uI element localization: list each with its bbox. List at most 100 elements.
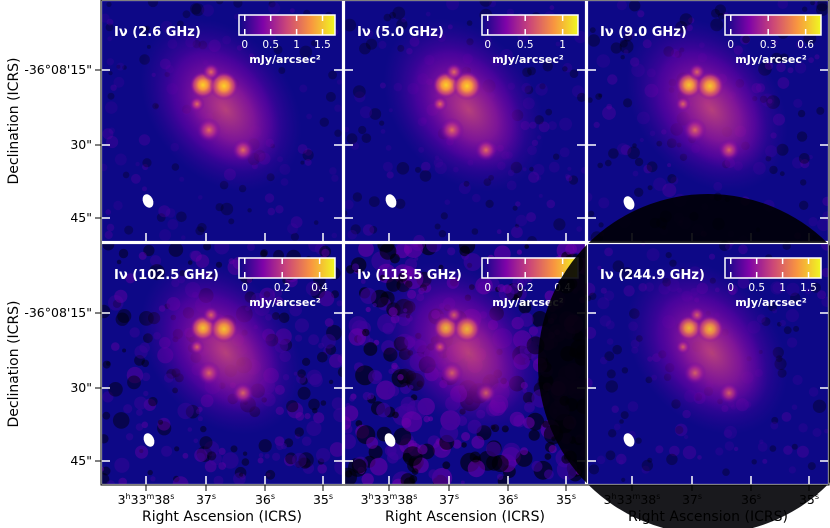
emission-knot <box>453 315 481 343</box>
colorbar-unit: mJy/arcsec² <box>735 296 807 309</box>
beam-ellipse <box>623 433 635 447</box>
colorbar-tick-label: 0.5 <box>262 39 279 51</box>
emission-knot <box>196 117 222 143</box>
emission-knot <box>210 315 238 343</box>
colorbar-tick-label: 0 <box>241 282 248 294</box>
emission-knot <box>197 361 221 385</box>
colorbar <box>238 14 336 36</box>
axes-layer: -36°08'15" -36°08'15" 30" 30" 45" 45" Declinat… <box>6 0 830 525</box>
beam-ellipse <box>142 194 154 208</box>
x-tick-label: 36s <box>741 492 761 507</box>
beam-ellipse <box>384 433 396 447</box>
x-axis-label: Right Ascension (ICRS) <box>628 509 788 525</box>
panel-title: Iν (2.6 GHz) <box>114 25 201 40</box>
x-axis-label: Right Ascension (ICRS) <box>385 509 545 525</box>
colorbar <box>481 14 579 36</box>
x-tick-label: 35s <box>799 492 819 507</box>
emission-knot <box>683 118 707 142</box>
colorbar-tick-label: 0.3 <box>760 39 777 51</box>
emission-knot <box>232 382 254 404</box>
emission-knot <box>696 315 724 343</box>
colorbar-tick-label: 0.2 <box>517 282 534 294</box>
colorbar-tick-label: 1.5 <box>800 282 817 294</box>
panel-1: Iν (2.6 GHz) 0 0.5 1 1.5 mJy/arcsec² <box>100 0 344 243</box>
panel-3: Iν (9.0 GHz) 0 0.3 0.6 mJy/arcsec² <box>586 0 830 243</box>
colorbar-tick-label: 0.2 <box>274 282 291 294</box>
emission-knot <box>432 339 448 355</box>
emission-knot <box>189 96 205 112</box>
x-tick-label: 37s <box>439 492 459 507</box>
x-tick-label: 3h33m38s <box>361 492 418 507</box>
panel-title: Iν (5.0 GHz) <box>357 25 444 40</box>
x-axis-label: Right Ascension (ICRS) <box>142 509 302 525</box>
emission-knot <box>675 96 691 112</box>
colorbar-unit: mJy/arcsec² <box>735 53 807 66</box>
x-tick-label: 36s <box>255 492 275 507</box>
emission-knot <box>683 361 707 385</box>
beam-ellipse <box>385 194 397 208</box>
emission-knot <box>718 382 740 404</box>
colorbar-tick-label: 1 <box>293 39 300 51</box>
y-axis-label: Declination (ICRS) <box>6 57 22 184</box>
colorbar-tick-label: 0.5 <box>517 39 534 51</box>
panel-6: Iν (244.9 GHz) 0 0.5 1 1.5 mJy/arcsec² <box>538 194 830 528</box>
colorbar <box>724 14 822 36</box>
colorbar-unit: mJy/arcsec² <box>492 53 564 66</box>
panel-title: Iν (113.5 GHz) <box>357 268 462 283</box>
colorbar-tick-label: 1 <box>779 282 786 294</box>
y-axis-label: Declination (ICRS) <box>6 300 22 427</box>
beam-ellipse <box>623 196 635 210</box>
emission-knot <box>475 382 497 404</box>
x-tick-label: 35s <box>313 492 333 507</box>
x-tick-label: 36s <box>498 492 518 507</box>
emission-knot <box>475 139 497 161</box>
colorbar-unit: mJy/arcsec² <box>249 296 321 309</box>
x-tick-label: 35s <box>556 492 576 507</box>
y-tick-label: 45" <box>70 210 92 225</box>
x-tick-label: 3h33m38s <box>118 492 175 507</box>
x-tick-label: 37s <box>196 492 216 507</box>
emission-knot <box>675 339 691 355</box>
y-tick-label: -36°08'15" <box>24 62 92 77</box>
emission-knot <box>209 71 239 101</box>
colorbar-tick-label: 1.5 <box>314 39 331 51</box>
colorbar-unit: mJy/arcsec² <box>492 296 564 309</box>
emission-knot <box>232 139 254 161</box>
y-tick-label: 30" <box>70 380 92 395</box>
x-tick-label: 3h33m38s <box>604 492 661 507</box>
y-tick-label: 45" <box>70 453 92 468</box>
emission-knot <box>202 63 220 81</box>
colorbar-tick-label: 0.4 <box>311 282 328 294</box>
emission-knot <box>445 63 463 81</box>
emission-knot <box>440 361 464 385</box>
y-tick-label: -36°08'15" <box>24 305 92 320</box>
emission-knot <box>445 306 463 324</box>
colorbar <box>724 257 822 279</box>
y-tick-label: 30" <box>70 137 92 152</box>
panel-title: Iν (102.5 GHz) <box>114 268 219 283</box>
emission-knot <box>439 117 465 143</box>
colorbar-tick-label: 0 <box>241 39 248 51</box>
colorbar-tick-label: 0 <box>484 39 491 51</box>
beam-ellipse <box>143 433 155 447</box>
emission-knot <box>718 139 740 161</box>
colorbar <box>238 257 336 279</box>
emission-knot <box>189 339 205 355</box>
colorbar-tick-label: 0.6 <box>797 39 814 51</box>
x-tick-label: 37s <box>682 492 702 507</box>
panel-4: Iν (102.5 GHz) 0 0.2 0.4 mJy/arcsec² <box>100 242 344 486</box>
emission-knot <box>688 306 706 324</box>
colorbar-tick-label: 1 <box>559 39 566 51</box>
colorbar-unit: mJy/arcsec² <box>249 53 321 66</box>
colorbar-tick-label: 0 <box>727 282 734 294</box>
emission-knot <box>432 96 448 112</box>
emission-knot <box>452 71 482 101</box>
emission-knot <box>202 306 220 324</box>
panel-title: Iν (9.0 GHz) <box>600 25 687 40</box>
panel-2: Iν (5.0 GHz) 0 0.5 1 mJy/arcsec² <box>343 0 587 243</box>
panel-title: Iν (244.9 GHz) <box>600 268 705 283</box>
colorbar-tick-label: 0 <box>727 39 734 51</box>
colorbar-tick-label: 0 <box>484 282 491 294</box>
